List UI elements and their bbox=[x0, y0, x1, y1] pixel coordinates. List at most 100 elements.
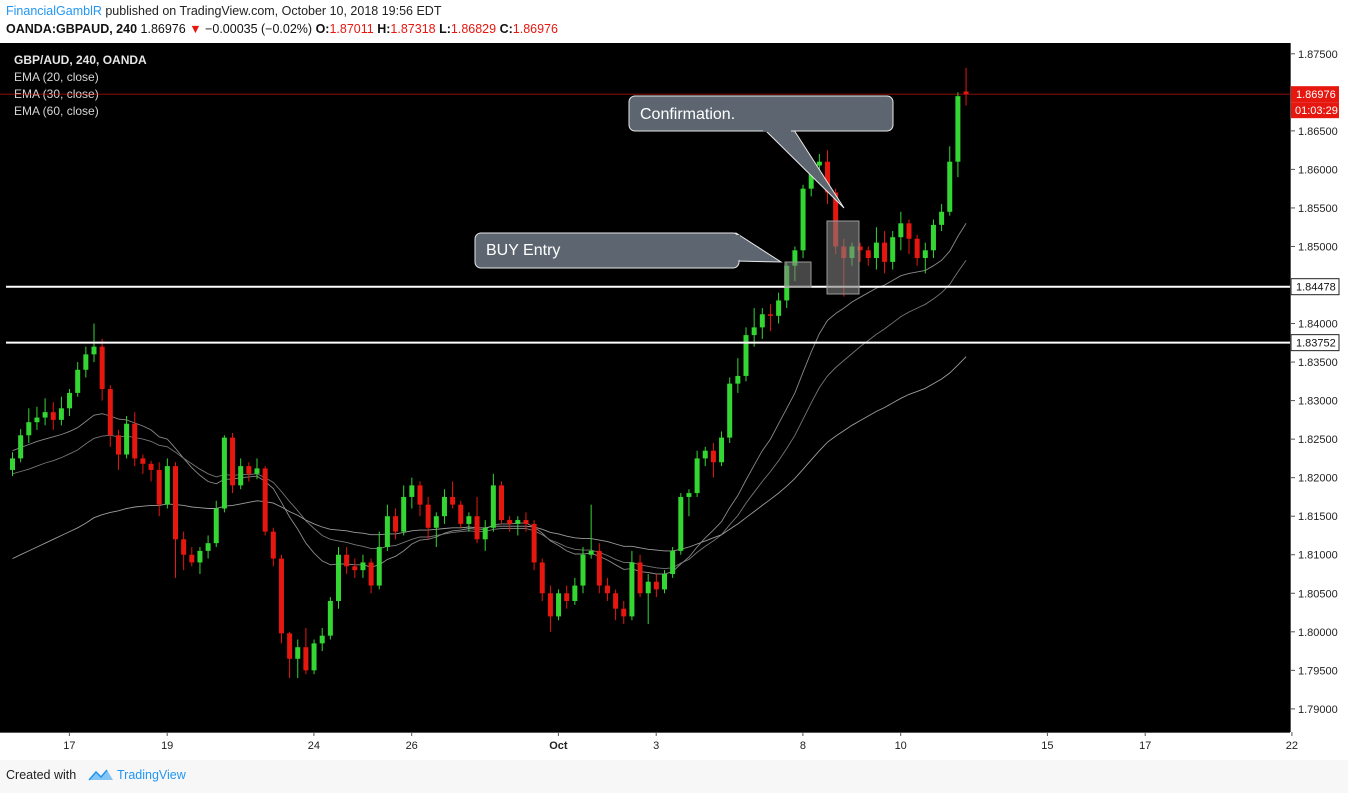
candle-body bbox=[531, 523, 537, 563]
candle-body bbox=[963, 91, 969, 95]
candle-body bbox=[833, 192, 839, 247]
horizontal-levels: 1.84478 1.83752 bbox=[6, 278, 1340, 352]
candle-body bbox=[694, 458, 700, 494]
time-tick-label: 17 bbox=[1139, 740, 1151, 752]
candle-body bbox=[930, 224, 936, 251]
candle-body bbox=[759, 314, 765, 328]
legend-ema60[interactable]: EMA (60, close) bbox=[14, 104, 99, 118]
candle-body bbox=[189, 554, 195, 563]
candle-body bbox=[417, 485, 423, 505]
candle-body bbox=[197, 550, 203, 563]
candle-body bbox=[922, 250, 928, 259]
candle-body bbox=[947, 161, 953, 212]
candle-body bbox=[547, 593, 553, 617]
tradingview-logo-icon[interactable] bbox=[88, 767, 114, 783]
candle-body bbox=[653, 581, 659, 590]
symbol-label[interactable]: OANDA:GBPAUD, 240 bbox=[6, 22, 138, 36]
candle-body bbox=[18, 435, 24, 459]
candle-body bbox=[376, 547, 382, 586]
candle-body bbox=[939, 211, 945, 225]
candle-body bbox=[556, 593, 562, 617]
time-tick-label: 24 bbox=[308, 740, 320, 752]
candle-body bbox=[458, 504, 464, 524]
candle-body bbox=[58, 408, 64, 420]
confirmation-box[interactable] bbox=[826, 220, 860, 295]
down-arrow-icon: ▼ bbox=[189, 22, 202, 36]
price-tick-label: 1.81000 bbox=[1298, 550, 1338, 562]
candle-body bbox=[670, 550, 676, 575]
author-link[interactable]: FinancialGamblR bbox=[6, 4, 102, 18]
high-value: 1.87318 bbox=[390, 22, 436, 36]
candle-body bbox=[613, 593, 619, 609]
candle-body bbox=[792, 250, 798, 266]
price-axis-background[interactable] bbox=[1290, 43, 1348, 760]
candle-body bbox=[311, 643, 317, 671]
candle-body bbox=[352, 566, 358, 571]
candle-body bbox=[678, 496, 684, 551]
candle-body bbox=[882, 242, 888, 262]
price-tick-label: 1.86000 bbox=[1298, 164, 1338, 176]
candle-body bbox=[751, 327, 757, 336]
price-tick-label: 1.80000 bbox=[1298, 627, 1338, 639]
price-tick-label: 1.85000 bbox=[1298, 241, 1338, 253]
candle-body bbox=[393, 516, 399, 532]
high-label: H: bbox=[377, 22, 391, 36]
ema60-line bbox=[12, 356, 967, 560]
candle-body bbox=[270, 531, 276, 559]
candle-body bbox=[662, 574, 667, 590]
buy-entry-callout[interactable]: BUY Entry bbox=[474, 232, 783, 269]
candle-body bbox=[637, 562, 643, 594]
candle-body bbox=[140, 458, 146, 464]
candle-body bbox=[808, 165, 814, 189]
price-tick-label: 1.80500 bbox=[1298, 588, 1338, 600]
time-tick-label: 15 bbox=[1041, 740, 1053, 752]
candle-body bbox=[384, 516, 390, 548]
time-tick-label: 10 bbox=[895, 740, 907, 752]
price-chart[interactable]: 1.84478 1.83752 1.87500 1.86500 1.86000 1.85… bbox=[0, 43, 1348, 760]
candle-body bbox=[148, 463, 154, 470]
candle-body bbox=[727, 383, 733, 438]
created-with-label: Created with bbox=[6, 768, 77, 782]
buy-entry-label: BUY Entry bbox=[486, 242, 560, 259]
candle-body bbox=[450, 496, 456, 505]
legend-title: GBP/AUD, 240, OANDA bbox=[14, 53, 147, 67]
price-tick-label: 1.84000 bbox=[1298, 319, 1338, 331]
candle-body bbox=[425, 504, 431, 528]
candle-body bbox=[99, 346, 105, 390]
close-label: C: bbox=[499, 22, 513, 36]
price-tick-label: 1.81500 bbox=[1298, 511, 1338, 523]
price-tick-label: 1.82500 bbox=[1298, 434, 1338, 446]
candle-body bbox=[254, 468, 260, 474]
time-axis-background[interactable] bbox=[0, 732, 1290, 760]
confirmation-label: Confirmation. bbox=[640, 106, 735, 123]
confirmation-callout[interactable]: Confirmation. bbox=[628, 95, 894, 209]
time-tick-label: 3 bbox=[653, 740, 659, 752]
candle-body bbox=[319, 635, 325, 644]
candle-body bbox=[596, 550, 602, 586]
candle-body bbox=[776, 300, 782, 316]
price-tick-label: 1.87500 bbox=[1298, 49, 1338, 61]
candles bbox=[10, 67, 969, 679]
candle-body bbox=[580, 554, 586, 586]
legend-ema20[interactable]: EMA (20, close) bbox=[14, 70, 99, 84]
buy-entry-box[interactable] bbox=[784, 261, 812, 288]
candle-body bbox=[767, 314, 773, 316]
candle-body bbox=[710, 450, 716, 463]
candle-body bbox=[719, 437, 725, 463]
candle-body bbox=[955, 96, 961, 162]
candle-body bbox=[702, 450, 708, 459]
candle-body bbox=[26, 422, 32, 436]
plot-background[interactable] bbox=[0, 43, 1290, 732]
candle-body bbox=[246, 466, 252, 474]
candle-body bbox=[906, 223, 912, 239]
tradingview-link[interactable]: TradingView bbox=[117, 768, 186, 782]
level-badge bbox=[1290, 334, 1340, 352]
time-axis-ticks: 17 19 24 26 Oct 3 8 10 15 17 22 bbox=[63, 732, 1298, 752]
candle-body bbox=[91, 346, 97, 355]
close-value: 1.86976 bbox=[512, 22, 558, 36]
ema30-line bbox=[12, 260, 967, 570]
candle-body bbox=[433, 516, 439, 528]
level-badge bbox=[1290, 278, 1340, 296]
candle-body bbox=[360, 562, 366, 571]
time-tick-label: 17 bbox=[63, 740, 75, 752]
